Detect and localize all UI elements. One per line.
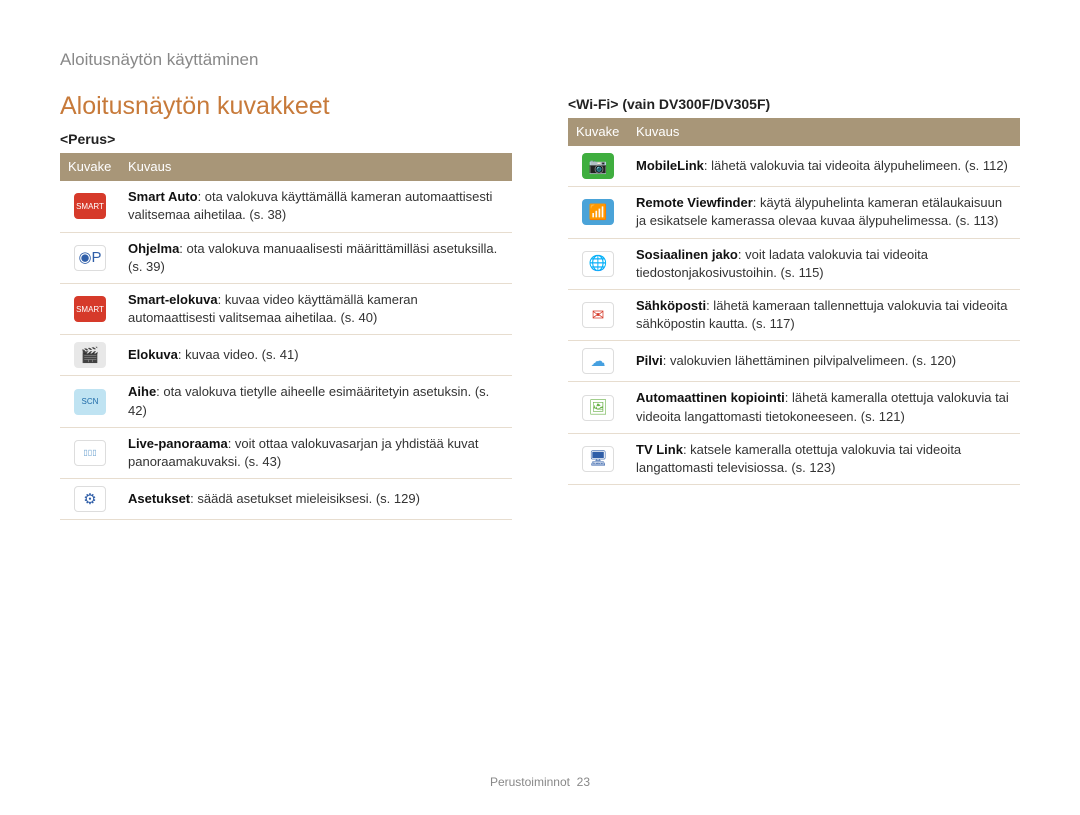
term: Elokuva xyxy=(128,347,178,362)
col-header-desc: Kuvaus xyxy=(120,153,512,181)
icon-cell: 🎬 xyxy=(60,335,120,376)
icon-cell: 📷 xyxy=(568,146,628,187)
icon-cell: 🌐 xyxy=(568,238,628,289)
term: Live-panoraama xyxy=(128,436,228,451)
table-row: ⚙ Asetukset: säädä asetukset mieleisikses… xyxy=(60,479,512,520)
table-row: ✉ Sähköposti: lähetä kameraan tallennettu… xyxy=(568,289,1020,340)
table-row: 🖥 TV Link: katsele kameralla otettuja val… xyxy=(568,433,1020,484)
table-row: 📷 MobileLink: lähetä valokuvia tai videoi… xyxy=(568,146,1020,187)
table-row: SMART Smart-elokuva: kuvaa video käyttämä… xyxy=(60,283,512,334)
table-row: ▯▯▯ Live-panoraama: voit ottaa valokuvasa… xyxy=(60,427,512,478)
live-panorama-icon: ▯▯▯ xyxy=(74,440,106,466)
table-row: ☁ Pilvi: valokuvien lähettäminen pilvipal… xyxy=(568,341,1020,382)
desc-cell: Smart Auto: ota valokuva käyttämällä kam… xyxy=(120,181,512,232)
term: Sosiaalinen jako xyxy=(636,247,738,262)
table-row: 🌐 Sosiaalinen jako: voit ladata valokuvia… xyxy=(568,238,1020,289)
footer: Perustoiminnot 23 xyxy=(0,775,1080,789)
desc-cell: Sähköposti: lähetä kameraan tallennettuj… xyxy=(628,289,1020,340)
table-row: SCN Aihe: ota valokuva tietylle aiheelle … xyxy=(60,376,512,427)
desc-text: : ota valokuva manuaalisesti määrittämil… xyxy=(128,241,497,274)
table-row: 🎬 Elokuva: kuvaa video. (s. 41) xyxy=(60,335,512,376)
program-icon: ◉P xyxy=(74,245,106,271)
mobilelink-icon: 📷 xyxy=(582,153,614,179)
smart-auto-icon: SMART xyxy=(74,193,106,219)
desc-cell: MobileLink: lähetä valokuvia tai videoit… xyxy=(628,146,1020,187)
tvlink-icon: 🖥 xyxy=(582,446,614,472)
icon-cell: 📶 xyxy=(568,187,628,238)
desc-text: : ota valokuva tietylle aiheelle esimäär… xyxy=(128,384,489,417)
desc-text: : lähetä valokuvia tai videoita älypuhel… xyxy=(704,158,1008,173)
autobackup-icon: 🖼 xyxy=(582,395,614,421)
smart-movie-icon: SMART xyxy=(74,296,106,322)
settings-icon: ⚙ xyxy=(74,486,106,512)
desc-text: : valokuvien lähettäminen pilvipalvelime… xyxy=(663,353,956,368)
breadcrumb: Aloitusnäytön käyttäminen xyxy=(60,50,1020,70)
section-label-wifi: <Wi-Fi> (vain DV300F/DV305F) xyxy=(568,96,1020,112)
col-header-icon: Kuvake xyxy=(60,153,120,181)
footer-page: 23 xyxy=(577,775,590,789)
section-label-perus: <Perus> xyxy=(60,131,512,147)
desc-text: : kuvaa video. (s. 41) xyxy=(178,347,299,362)
term: Aihe xyxy=(128,384,156,399)
desc-cell: Ohjelma: ota valokuva manuaalisesti määr… xyxy=(120,232,512,283)
perus-table: Kuvake Kuvaus SMARTSmart Auto: ota valok… xyxy=(60,153,512,520)
term: Smart Auto xyxy=(128,189,198,204)
table-row: 📶 Remote Viewfinder: käytä älypuhelinta k… xyxy=(568,187,1020,238)
footer-label: Perustoiminnot xyxy=(490,775,570,789)
left-column: Aloitusnäytön kuvakkeet <Perus> Kuvake K… xyxy=(60,92,512,520)
term: Ohjelma xyxy=(128,241,179,256)
desc-cell: Smart-elokuva: kuvaa video käyttämällä k… xyxy=(120,283,512,334)
icon-cell: ▯▯▯ xyxy=(60,427,120,478)
term: MobileLink xyxy=(636,158,704,173)
cloud-icon: ☁ xyxy=(582,348,614,374)
scene-icon: SCN xyxy=(74,389,106,415)
icon-cell: 🖥 xyxy=(568,433,628,484)
table-row: ◉P Ohjelma: ota valokuva manuaalisesti mä… xyxy=(60,232,512,283)
social-share-icon: 🌐 xyxy=(582,251,614,277)
desc-cell: Pilvi: valokuvien lähettäminen pilvipalv… xyxy=(628,341,1020,382)
icon-cell: 🖼 xyxy=(568,382,628,433)
desc-cell: Asetukset: säädä asetukset mieleisiksesi… xyxy=(120,479,512,520)
table-row: SMART Smart Auto: ota valokuva käyttämäll… xyxy=(60,181,512,232)
term: Asetukset xyxy=(128,491,190,506)
desc-cell: Live-panoraama: voit ottaa valokuvasarja… xyxy=(120,427,512,478)
term: Automaattinen kopiointi xyxy=(636,390,785,405)
term: TV Link xyxy=(636,442,683,457)
term: Sähköposti xyxy=(636,298,706,313)
desc-cell: Elokuva: kuvaa video. (s. 41) xyxy=(120,335,512,376)
remote-viewfinder-icon: 📶 xyxy=(582,199,614,225)
icon-cell: ◉P xyxy=(60,232,120,283)
icon-cell: SCN xyxy=(60,376,120,427)
right-column: <Wi-Fi> (vain DV300F/DV305F) Kuvake Kuva… xyxy=(568,92,1020,520)
icon-cell: SMART xyxy=(60,181,120,232)
term: Remote Viewfinder xyxy=(636,195,753,210)
desc-cell: Sosiaalinen jako: voit ladata valokuvia … xyxy=(628,238,1020,289)
col-header-desc: Kuvaus xyxy=(628,118,1020,146)
col-header-icon: Kuvake xyxy=(568,118,628,146)
icon-cell: SMART xyxy=(60,283,120,334)
desc-text: : katsele kameralla otettuja valokuvia t… xyxy=(636,442,961,475)
desc-text: : säädä asetukset mieleisiksesi. (s. 129… xyxy=(190,491,420,506)
icon-cell: ☁ xyxy=(568,341,628,382)
icon-cell: ⚙ xyxy=(60,479,120,520)
term: Pilvi xyxy=(636,353,663,368)
wifi-table: Kuvake Kuvaus 📷 MobileLink: lähetä valoku… xyxy=(568,118,1020,485)
page-title: Aloitusnäytön kuvakkeet xyxy=(60,92,512,121)
movie-icon: 🎬 xyxy=(74,342,106,368)
desc-cell: TV Link: katsele kameralla otettuja valo… xyxy=(628,433,1020,484)
icon-cell: ✉ xyxy=(568,289,628,340)
desc-cell: Remote Viewfinder: käytä älypuhelinta ka… xyxy=(628,187,1020,238)
table-row: 🖼 Automaattinen kopiointi: lähetä kameral… xyxy=(568,382,1020,433)
desc-cell: Aihe: ota valokuva tietylle aiheelle esi… xyxy=(120,376,512,427)
term: Smart-elokuva xyxy=(128,292,218,307)
desc-cell: Automaattinen kopiointi: lähetä kamerall… xyxy=(628,382,1020,433)
email-icon: ✉ xyxy=(582,302,614,328)
